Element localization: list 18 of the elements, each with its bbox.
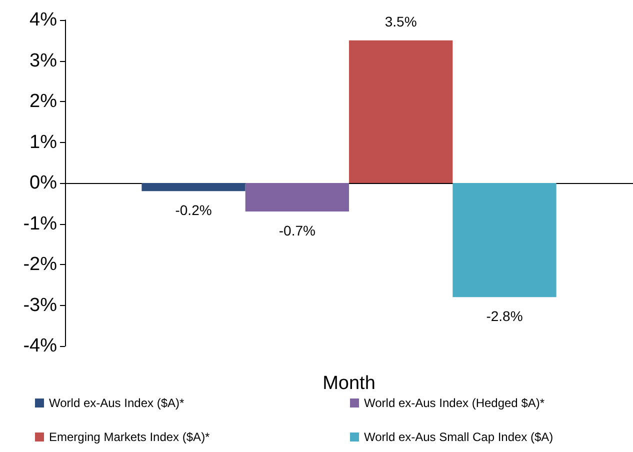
y-tick-label: -2% <box>23 254 58 275</box>
x-axis-title: Month <box>322 373 376 394</box>
legend-label: World ex-Aus Index (Hedged $A)* <box>364 396 545 410</box>
legend-label: Emerging Markets Index ($A)* <box>49 430 210 444</box>
y-tick-label: -1% <box>23 213 58 234</box>
data-label: -2.8% <box>486 308 523 324</box>
data-label: -0.2% <box>175 202 212 218</box>
y-tick-label: 0% <box>30 172 58 194</box>
y-tick-label: -3% <box>23 294 58 316</box>
data-label: -0.7% <box>278 222 316 239</box>
legend-label: World ex-Aus Small Cap Index ($A) <box>364 430 554 444</box>
y-tick-label: 4% <box>30 10 58 30</box>
y-tick-label: 2% <box>30 91 58 112</box>
y-tick-label: -4% <box>23 336 58 356</box>
data-label: 3.5% <box>384 13 417 30</box>
legend-label: World ex-Aus Index ($A)* <box>49 396 184 410</box>
y-tick-label: 1% <box>30 132 58 153</box>
y-tick-label: 3% <box>30 50 58 72</box>
